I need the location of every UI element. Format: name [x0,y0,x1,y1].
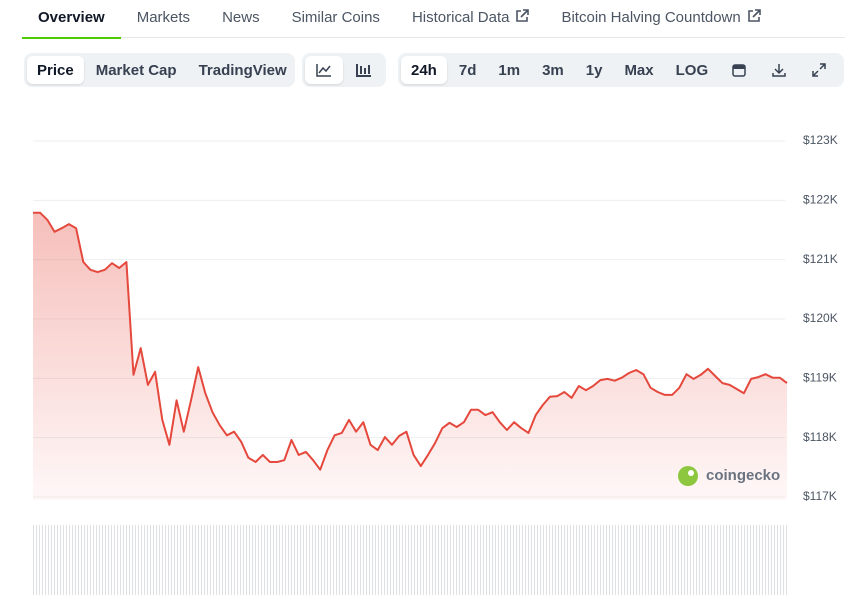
tab[interactable]: Markets [121,0,206,37]
tab-label: Bitcoin Halving Countdown [561,9,741,26]
tab[interactable]: Overview [22,0,121,39]
y-tick-label: $123K [803,133,838,147]
range-button[interactable]: 1y [585,61,603,79]
price-line [33,211,788,471]
view-button[interactable]: Price [27,56,84,84]
tab[interactable]: Similar Coins [276,0,396,37]
range-group: 24h 7d 1m 3m 1y Max LOG [398,53,844,87]
calendar-button[interactable] [720,56,758,84]
tab-bar: Overview Markets News Similar Coins Hist… [22,0,845,39]
logo [678,466,698,486]
range-button[interactable]: LOG [675,61,709,79]
range-button[interactable]: 3m [542,61,564,79]
line-chart-button[interactable] [305,56,343,84]
download-button[interactable] [760,56,798,84]
tab-label: Overview [38,9,105,26]
tab[interactable]: Historical Data [396,0,546,37]
view-group: Price Market Cap TradingView [24,53,295,87]
watermark: coingecko [706,467,780,484]
y-tick-label: $122K [803,193,838,207]
y-tick-label: $121K [803,252,838,266]
volume-bars [33,525,789,595]
area [33,212,787,501]
fullscreen-button[interactable] [800,56,838,84]
y-tick-label: $120K [803,311,838,325]
tab[interactable]: Bitcoin Halving Countdown [545,0,776,37]
y-tick-label: $118K [803,430,837,444]
y-tick-label: $117K [803,489,837,503]
view-button[interactable]: Market Cap [95,61,177,79]
tab-label: Historical Data [411,9,510,26]
tab-label: Markets [136,9,191,26]
tab-label: News [222,9,260,26]
candle-chart-button[interactable] [345,56,383,84]
external-icon [747,9,761,22]
logo-eye [688,470,694,476]
range-button[interactable]: 7d [458,61,477,79]
view-button[interactable]: TradingView [198,61,287,79]
range-button[interactable]: 24h [401,56,447,84]
external-icon [516,9,530,22]
tab[interactable]: News [206,0,276,37]
range-button[interactable]: 1m [498,61,521,79]
range-button[interactable]: Max [624,61,654,79]
tab-label: Similar Coins [291,9,380,26]
chart-style-group [302,53,386,87]
y-tick-label: $119K [803,371,837,385]
